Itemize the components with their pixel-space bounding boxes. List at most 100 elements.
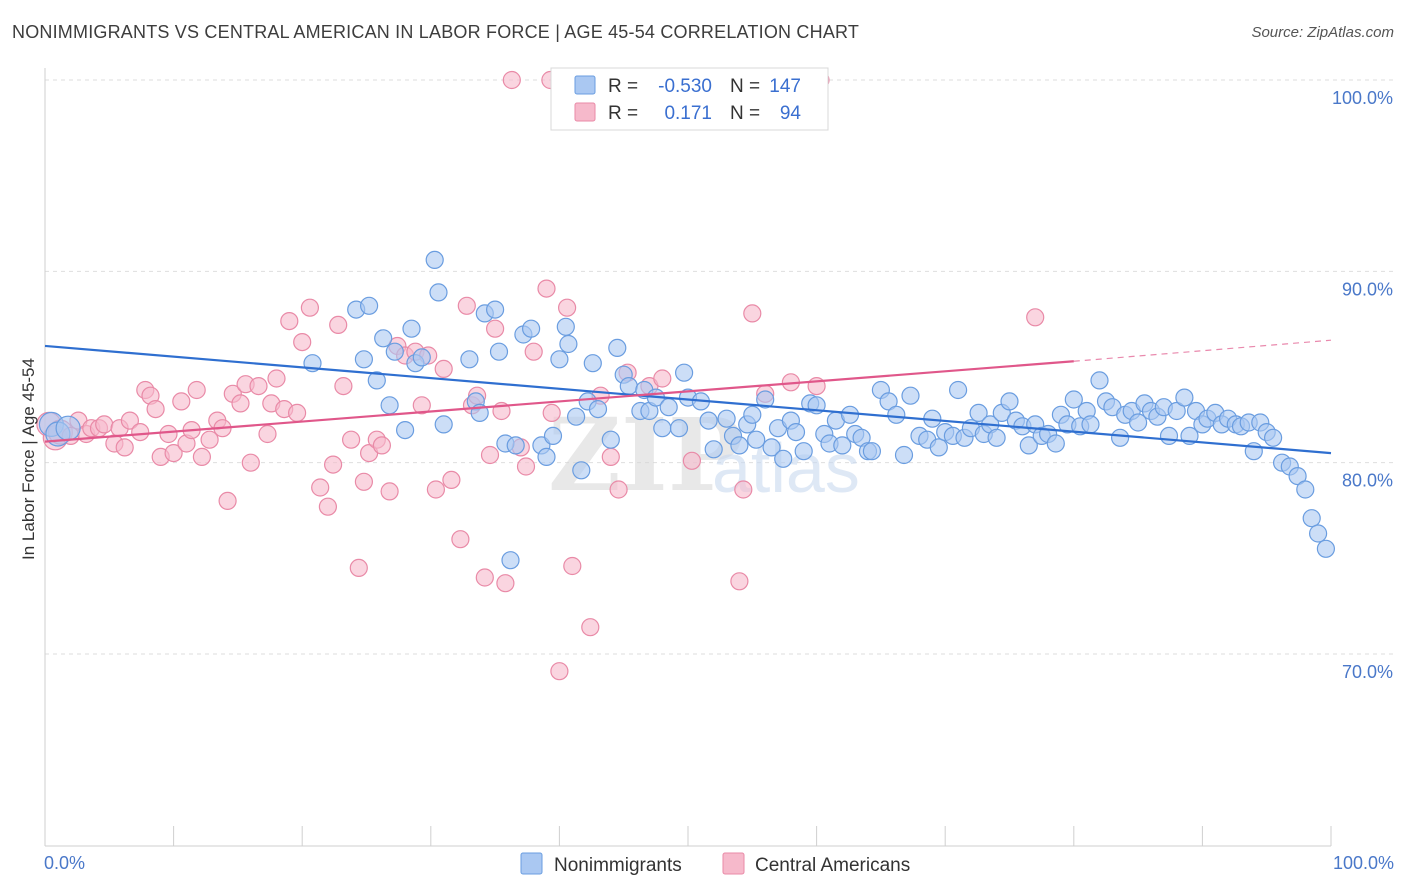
nonimmigrants-point-7: [367, 371, 386, 390]
central-americans-point-59: [426, 480, 445, 499]
nonimmigrants-point-38: [583, 354, 602, 373]
nonimmigrants-point-11: [396, 421, 415, 440]
nonimmigrants-point-26: [506, 436, 525, 455]
central-americans-point-53: [380, 482, 399, 501]
nonimmigrants-point-119: [1128, 413, 1148, 432]
nonimmigrants-point-91: [948, 380, 968, 400]
y-tick-label-0: 100.0%: [1332, 88, 1393, 108]
central-americans-point-60: [434, 359, 453, 378]
nonimmigrants-point-65: [774, 449, 793, 468]
central-americans-point-57: [412, 396, 431, 415]
central-americans-point-8: [95, 415, 114, 434]
central-americans-point-61: [442, 470, 461, 489]
central-americans-point-85: [653, 369, 672, 388]
central-americans-point-49: [354, 472, 373, 491]
nonimmigrants-point-15: [425, 250, 444, 269]
nonimmigrants-point-81: [879, 392, 898, 411]
nonimmigrants-point-99: [1000, 392, 1019, 411]
central-americans-point-88: [734, 480, 753, 499]
central-americans-point-66: [475, 568, 494, 587]
legend-n-value-1: 147: [769, 76, 801, 97]
central-americans-point-63: [457, 296, 476, 315]
central-americans-trend-extension: [1073, 339, 1332, 362]
nonimmigrants-point-74: [833, 436, 852, 455]
central-americans-point-18: [159, 424, 178, 444]
central-americans-point-23: [187, 380, 206, 400]
central-americans-point-68: [486, 319, 505, 338]
nonimmigrants-point-36: [572, 461, 591, 480]
central-americans-point-34: [258, 424, 277, 444]
central-americans-point-52: [372, 436, 391, 455]
central-americans-point-39: [288, 403, 307, 422]
bottom-legend-swatch-nonimmigrants: [520, 852, 543, 875]
nonimmigrants-point-113: [1090, 371, 1109, 390]
bottom-legend-label-central-americans: Central Americans: [755, 855, 910, 876]
y-tick-label-3: 70.0%: [1342, 662, 1393, 682]
nonimmigrants-point-140: [1263, 428, 1283, 447]
nonimmigrants-trend-line: [44, 344, 1332, 455]
legend-swatch-central-americans: [574, 102, 596, 122]
nonimmigrants-point-32: [550, 350, 569, 369]
central-americans-point-67: [480, 445, 500, 465]
nonimmigrants-point-63: [762, 438, 781, 457]
central-americans-point-70: [496, 574, 515, 593]
central-americans-point-13: [131, 423, 150, 442]
nonimmigrants-point-146: [1308, 524, 1328, 543]
legend-r-value-2: 0.171: [664, 103, 712, 124]
legend-r-label-1: R =: [608, 76, 638, 97]
nonimmigrants-point-97: [987, 428, 1006, 447]
nonimmigrants-point-30: [537, 447, 556, 466]
central-americans-point-43: [318, 497, 337, 516]
central-americans-point-79: [581, 618, 600, 637]
trend-lines: [44, 339, 1332, 455]
central-americans-point-28: [218, 491, 237, 510]
nonimmigrants-point-8: [374, 329, 393, 348]
nonimmigrants-point-48: [653, 419, 672, 438]
central-americans-point-20: [172, 392, 191, 411]
legend-n-label-1: N =: [730, 76, 760, 97]
nonimmigrants-point-116: [1110, 428, 1130, 447]
central-americans-point-41: [300, 298, 319, 317]
nonimmigrants-point-58: [730, 436, 749, 455]
nonimmigrants-point-62: [756, 390, 775, 409]
central-americans-point-30: [231, 394, 250, 413]
central-americans-point-89: [743, 304, 762, 323]
nonimmigrants-point-31: [543, 426, 563, 445]
nonimmigrants-point-88: [929, 438, 948, 457]
nonimmigrants-point-16: [429, 283, 448, 302]
nonimmigrants-point-68: [794, 442, 813, 461]
nonimmigrants-point-33: [556, 317, 575, 336]
central-americans-point-87: [730, 572, 749, 591]
nonimmigrants-point-10: [385, 342, 404, 361]
correlation-legend: R = -0.530 N = 147 R = 0.171 N = 94: [550, 67, 829, 131]
nonimmigrants-point-84: [901, 386, 920, 405]
nonimmigrants-point-14: [412, 348, 431, 367]
source-label: Source: ZipAtlas.com: [1251, 24, 1394, 41]
x-tick-label-max: 100.0%: [1333, 853, 1394, 873]
legend-box: [550, 67, 829, 131]
central-americans-point-77: [557, 298, 577, 317]
nonimmigrants-point-144: [1296, 480, 1315, 499]
y-tick-label-2: 80.0%: [1342, 471, 1393, 491]
chart-title: NONIMMIGRANTS VS CENTRAL AMERICAN IN LAB…: [12, 22, 860, 42]
nonimmigrants-point-18: [460, 350, 479, 369]
nonimmigrants-point-49: [659, 398, 678, 417]
nonimmigrants-point-34: [559, 334, 578, 354]
central-americans-point-48: [349, 558, 368, 578]
central-americans-point-94: [502, 70, 521, 90]
series-legend: Nonimmigrants Central Americans: [520, 852, 910, 876]
nonimmigrants-point-5: [354, 350, 373, 369]
y-tick-labels: 100.0% 90.0% 80.0% 70.0%: [1332, 88, 1393, 682]
nonimmigrants-point-75: [840, 405, 860, 424]
x-tick-label-min: 0.0%: [44, 853, 85, 873]
nonimmigrants-point-9: [380, 396, 399, 415]
nonimmigrants-point-109: [1064, 390, 1083, 409]
bottom-legend-swatch-central-americans: [722, 852, 745, 875]
nonimmigrants-point-12: [402, 319, 421, 338]
central-americans-point-45: [329, 315, 348, 334]
central-americans-point-24: [192, 447, 211, 466]
nonimmigrants-point-147: [1316, 539, 1336, 558]
nonimmigrants-point-39: [588, 400, 608, 419]
central-americans-trend-line: [44, 360, 1074, 443]
